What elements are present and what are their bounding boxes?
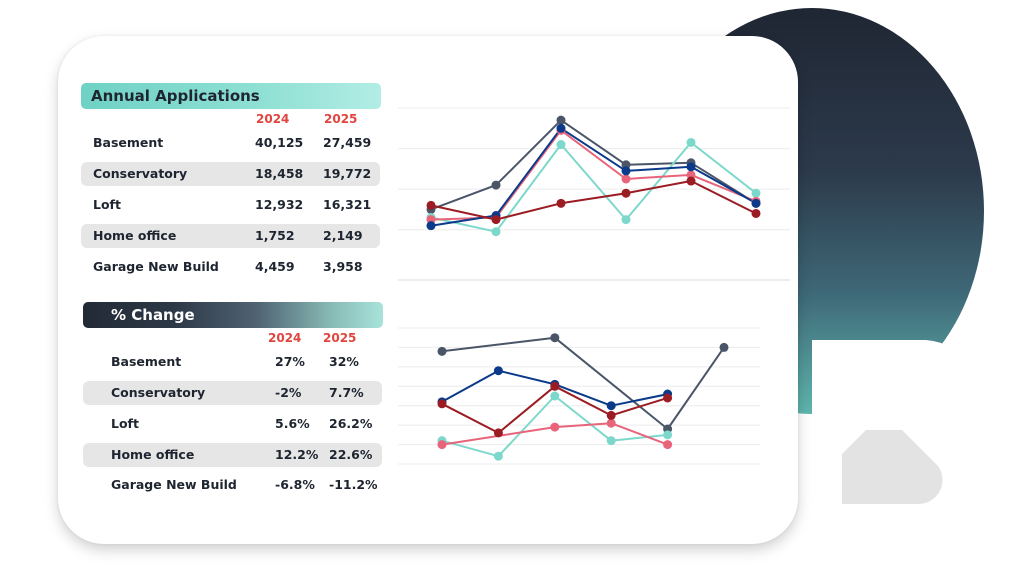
row-value-2024: 5.6% [275, 416, 310, 431]
data-point [621, 166, 631, 176]
data-point [556, 198, 566, 208]
row-value-2024: 40,125 [255, 135, 304, 150]
change-line-chart [398, 327, 760, 465]
applications-row: Home office 1,752 2,149 [81, 224, 380, 248]
row-label: Garage New Build [111, 477, 237, 492]
data-point [556, 123, 566, 133]
row-value-2024: 4,459 [255, 259, 295, 274]
change-row: Garage New Build -6.8% -11.2% [83, 473, 382, 497]
series-line [430, 141, 757, 233]
row-value-2024: 12.2% [275, 447, 319, 462]
series-line [430, 180, 757, 221]
row-value-2025: 32% [329, 354, 359, 369]
applications-row: Basement 40,125 27,459 [81, 131, 380, 155]
data-point [686, 137, 696, 147]
data-point [491, 180, 501, 190]
data-point [491, 215, 501, 225]
data-point [606, 418, 616, 428]
row-label: Loft [93, 197, 121, 212]
applications-year-2025: 2025 [324, 112, 358, 126]
row-value-2025: 2,149 [323, 228, 363, 243]
applications-year-2024: 2024 [256, 112, 290, 126]
data-point [550, 422, 560, 432]
data-point [426, 221, 436, 231]
data-point [550, 391, 560, 401]
data-point [686, 162, 696, 172]
data-point [493, 428, 503, 438]
data-point [751, 198, 761, 208]
applications-title: Annual Applications [81, 83, 381, 109]
row-value-2025: 7.7% [329, 385, 364, 400]
row-value-2024: -2% [275, 385, 302, 400]
data-point [426, 200, 436, 210]
row-label: Conservatory [93, 166, 188, 181]
row-value-2024: -6.8% [275, 477, 315, 492]
data-point [437, 440, 447, 450]
row-value-2025: 22.6% [329, 447, 373, 462]
data-point [550, 381, 560, 391]
change-row: Loft 5.6% 26.2% [83, 412, 382, 436]
data-point [621, 188, 631, 198]
applications-row: Conservatory 18,458 19,772 [81, 162, 380, 186]
brand-logo-icon [812, 340, 987, 524]
row-label: Basement [111, 354, 182, 369]
data-point [437, 399, 447, 409]
applications-row: Garage New Build 4,459 3,958 [81, 255, 380, 279]
change-row: Conservatory -2% 7.7% [83, 381, 382, 405]
series-line [430, 119, 757, 211]
data-point [493, 451, 503, 461]
data-point [556, 115, 566, 125]
applications-row: Loft 12,932 16,321 [81, 193, 380, 217]
data-point [719, 342, 729, 352]
data-point [606, 401, 616, 411]
row-value-2025: 3,958 [323, 259, 363, 274]
data-point [663, 440, 673, 450]
row-value-2024: 27% [275, 354, 305, 369]
data-point [493, 366, 503, 376]
row-value-2024: 12,932 [255, 197, 304, 212]
data-point [751, 208, 761, 218]
row-value-2024: 18,458 [255, 166, 304, 181]
change-year-2024: 2024 [268, 331, 302, 345]
row-value-2025: 16,321 [323, 197, 372, 212]
change-title: % Change [83, 302, 383, 328]
row-label: Loft [111, 416, 139, 431]
applications-line-chart [398, 107, 790, 281]
data-point [751, 188, 761, 198]
change-row: Home office 12.2% 22.6% [83, 443, 382, 467]
row-label: Conservatory [111, 385, 206, 400]
row-label: Home office [93, 228, 177, 243]
data-point [621, 174, 631, 184]
row-value-2025: 27,459 [323, 135, 372, 150]
data-point [663, 430, 673, 440]
row-label: Basement [93, 135, 164, 150]
row-label: Home office [111, 447, 195, 462]
data-point [437, 346, 447, 356]
data-point [606, 410, 616, 420]
series-line [441, 336, 725, 430]
data-point [550, 333, 560, 343]
change-row: Basement 27% 32% [83, 350, 382, 374]
data-point [606, 436, 616, 446]
change-year-2025: 2025 [323, 331, 357, 345]
row-value-2025: 26.2% [329, 416, 373, 431]
row-value-2025: 19,772 [323, 166, 372, 181]
data-point [556, 140, 566, 150]
row-value-2025: -11.2% [329, 477, 378, 492]
data-point [491, 227, 501, 237]
row-label: Garage New Build [93, 259, 219, 274]
data-point [621, 215, 631, 225]
row-value-2024: 1,752 [255, 228, 295, 243]
data-point [686, 176, 696, 186]
data-point [663, 393, 673, 403]
